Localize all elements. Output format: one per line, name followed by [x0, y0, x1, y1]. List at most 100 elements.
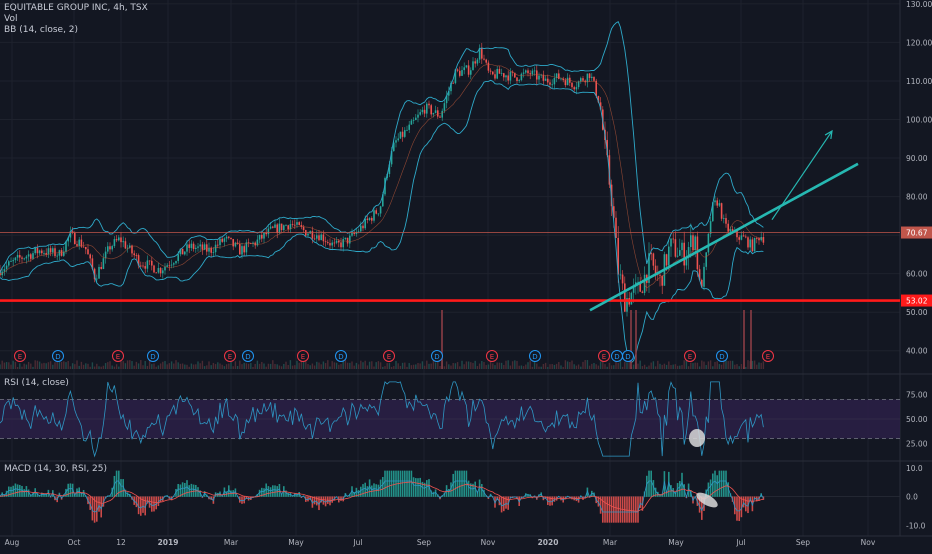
macd-histogram-bar [177, 483, 179, 497]
candle-body [45, 253, 47, 255]
price-axis-tick-label: 130.00 [906, 0, 932, 9]
candle-body [652, 253, 655, 266]
macd-histogram-bar [450, 482, 452, 497]
candle-body [195, 247, 197, 250]
volume-bar [96, 363, 98, 369]
candle-body [261, 234, 263, 239]
macd-indicator-label[interactable]: MACD (14, 30, RSI, 25) [4, 464, 108, 474]
volume-bar [320, 364, 322, 369]
candle-body [674, 239, 677, 257]
volume-bar [331, 361, 333, 369]
volume-indicator-label[interactable]: Vol [4, 14, 18, 24]
volume-bar [448, 364, 450, 369]
volume-bar [346, 362, 349, 369]
candle-body [452, 82, 454, 84]
event-marker-circle [762, 350, 774, 362]
candle-body [276, 224, 278, 234]
volume-bar [146, 365, 149, 369]
candle-body [560, 78, 562, 80]
volume-bar [476, 366, 479, 369]
candle-body [137, 255, 140, 266]
volume-bar [657, 360, 659, 369]
candle-body [151, 260, 153, 266]
symbol-title[interactable]: EQUITABLE GROUP INC, 4h, TSX [4, 3, 148, 13]
volume-bar [254, 363, 256, 369]
event-marker-label: D [719, 353, 724, 361]
volume-bar [362, 362, 364, 369]
candle-body [500, 73, 503, 74]
volume-bar [54, 362, 56, 369]
time-axis-tick-label: 2019 [158, 538, 179, 547]
candle-body [478, 47, 481, 60]
candle-body [740, 235, 743, 240]
price-axis-tick-label: 120.00 [906, 38, 932, 47]
bollinger-indicator-label[interactable]: BB (14, close, 2) [4, 25, 79, 35]
volume-bar [360, 360, 362, 369]
candle-body [659, 274, 661, 276]
macd-histogram-bar [179, 484, 182, 497]
volume-bar [648, 365, 650, 369]
candle-body [199, 244, 201, 247]
macd-histogram-bar [602, 496, 604, 523]
candle-body [21, 257, 23, 259]
candle-body [749, 239, 751, 248]
volume-bar [738, 366, 740, 369]
volume-bar [386, 363, 388, 369]
earnings-event-marker: E [762, 350, 774, 362]
candle-body [241, 246, 243, 255]
volume-bar [285, 361, 287, 369]
candle-body [164, 266, 166, 271]
volume-bar [393, 366, 395, 369]
candle-body [340, 242, 342, 248]
candle-body [489, 70, 492, 72]
macd-histogram-bar [408, 470, 410, 497]
candle-body [397, 138, 399, 141]
macd-histogram-bar [657, 491, 659, 497]
volume-bar [580, 366, 582, 369]
dividend-event-marker: D [716, 350, 728, 362]
rsi-indicator-label[interactable]: RSI (14, close) [4, 378, 69, 388]
price-axis-tick-label: 90.00 [906, 154, 928, 163]
candle-body [558, 73, 560, 79]
volume-bar [753, 360, 756, 369]
macd-histogram-bar [628, 496, 630, 523]
volume-bar [256, 360, 259, 369]
candle-body [450, 82, 452, 92]
candle-body [509, 71, 512, 81]
macd-histogram-bar [663, 471, 666, 497]
volume-bar [111, 365, 113, 369]
macd-histogram-bar [630, 496, 633, 523]
candle-body [595, 80, 597, 96]
volume-bar [245, 363, 248, 369]
candle-body [302, 226, 305, 231]
volume-bar [351, 361, 353, 369]
candle-body [428, 103, 430, 106]
volume-bar [100, 366, 102, 369]
time-axis-tick-label: Aug [5, 538, 20, 547]
candle-body [637, 281, 639, 283]
volume-bar [93, 366, 96, 369]
volume-bar [43, 362, 45, 369]
macd-histogram-bar [448, 488, 450, 497]
candle-body [313, 238, 316, 240]
candle-body [712, 202, 714, 222]
volume-bar [723, 361, 725, 369]
volume-bar [668, 361, 670, 369]
macd-histogram-bar [137, 496, 140, 515]
candle-body [179, 248, 182, 255]
macd-histogram-bar [157, 496, 160, 507]
candle-body [430, 105, 432, 115]
rsi-axis-tick-label: 50.00 [906, 415, 928, 424]
candle-body [617, 237, 619, 275]
macd-histogram-bar [115, 470, 118, 497]
macd-histogram-bar [366, 486, 369, 497]
event-marker-label: E [18, 353, 22, 361]
candle-body [109, 246, 111, 250]
macd-histogram-bar [712, 473, 714, 497]
volume-bar [250, 363, 252, 369]
volume-bar [135, 361, 138, 369]
volume-bar [269, 363, 272, 369]
volume-bar [27, 361, 30, 369]
macd-histogram-bar [610, 496, 613, 523]
